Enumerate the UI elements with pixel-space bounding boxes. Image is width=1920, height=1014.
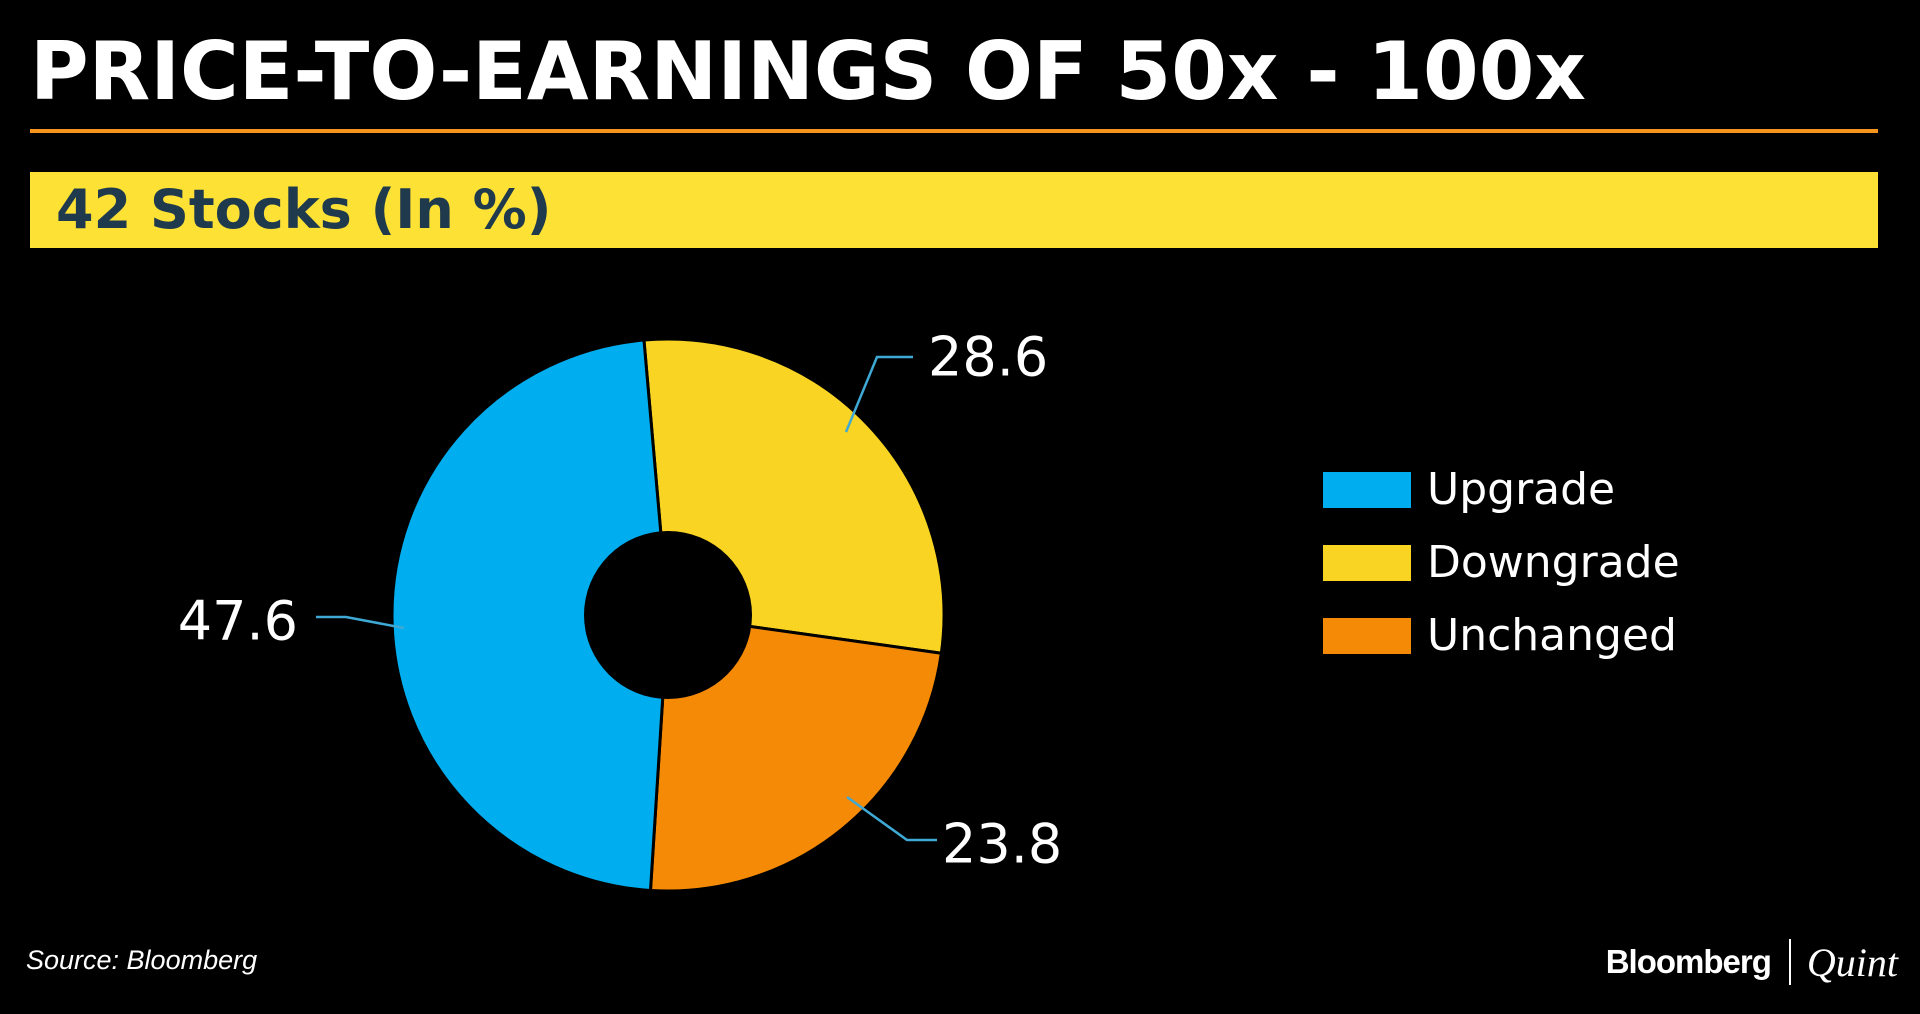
brand-logo: Bloomberg Quint [1606, 937, 1898, 987]
subtitle-bar: 42 Stocks (In %) [30, 172, 1878, 248]
legend-swatch-upgrade [1323, 471, 1411, 508]
legend-swatch-unchanged [1323, 617, 1411, 654]
data-label-downgrade: 28.6 [928, 326, 1048, 389]
slice-unchanged [648, 613, 943, 893]
title-underline [30, 129, 1878, 133]
chart-title: PRICE-TO-EARNINGS OF 50x - 100x [30, 25, 1586, 118]
chart-legend: Upgrade Downgrade Unchanged [1323, 453, 1680, 672]
legend-item-upgrade: Upgrade [1323, 453, 1680, 526]
leader-line-unchanged [846, 795, 937, 842]
legend-swatch-downgrade [1323, 544, 1411, 581]
donut-hole [584, 531, 752, 699]
source-note: Source: Bloomberg [26, 945, 258, 975]
brand-divider [1788, 939, 1791, 985]
legend-item-unchanged: Unchanged [1323, 599, 1680, 672]
slice-upgrade [390, 338, 670, 892]
data-labels: 28.6 23.8 47.6 [178, 326, 1062, 876]
leader-line-upgrade [316, 615, 405, 630]
legend-item-downgrade: Downgrade [1323, 526, 1680, 599]
legend-label-downgrade: Downgrade [1427, 537, 1680, 588]
brand-quint: Quint [1806, 939, 1898, 985]
legend-label-upgrade: Upgrade [1427, 464, 1616, 515]
chart-subtitle: 42 Stocks (In %) [56, 178, 552, 241]
leader-line-downgrade [844, 355, 913, 433]
data-label-upgrade: 47.6 [178, 590, 298, 653]
legend-label-unchanged: Unchanged [1427, 610, 1677, 661]
data-label-unchanged: 23.8 [942, 813, 1062, 876]
brand-bloomberg: Bloomberg [1605, 943, 1772, 980]
leader-lines [316, 355, 937, 842]
